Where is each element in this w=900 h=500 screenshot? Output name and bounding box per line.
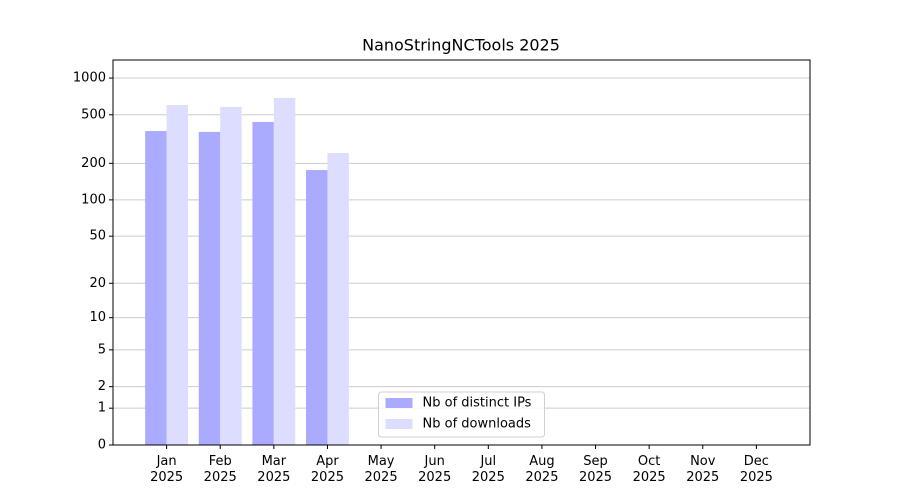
y-tick-label: 20 — [89, 276, 106, 291]
y-tick-label: 1000 — [73, 71, 106, 86]
x-tick-label: Jul 2025 — [472, 454, 505, 485]
x-tick-label: May 2025 — [365, 454, 398, 485]
y-tick-label: 0 — [98, 438, 106, 453]
x-tick-label: Feb 2025 — [204, 454, 237, 485]
bar — [145, 131, 167, 445]
y-tick-label: 500 — [81, 107, 106, 122]
legend: Nb of distinct IPs Nb of downloads — [378, 391, 545, 438]
bar — [273, 97, 296, 446]
x-tick-label: Oct 2025 — [633, 454, 666, 485]
y-tick-label: 1 — [98, 401, 106, 416]
bar — [327, 153, 349, 445]
bar — [198, 131, 221, 445]
x-tick-label: Dec 2025 — [740, 454, 773, 485]
bar — [220, 106, 242, 445]
x-tick-label: Aug 2025 — [525, 454, 558, 485]
x-tick-label: Jan 2025 — [150, 454, 183, 485]
y-tick-label: 10 — [89, 310, 106, 325]
x-tick-label: Jun 2025 — [418, 454, 451, 485]
legend-swatch — [385, 398, 413, 408]
x-tick-label: Sep 2025 — [579, 454, 612, 485]
legend-swatch — [385, 419, 413, 429]
y-tick-label: 2 — [98, 379, 106, 394]
x-tick-label: Apr 2025 — [311, 454, 344, 485]
bar — [252, 121, 274, 446]
legend-label: Nb of downloads — [423, 417, 532, 432]
y-tick-label: 200 — [81, 156, 106, 171]
x-tick-label: Nov 2025 — [686, 454, 719, 485]
legend-box — [378, 391, 545, 438]
y-tick-label: 100 — [81, 192, 106, 207]
bar — [166, 104, 189, 446]
bar — [306, 170, 328, 445]
chart-title: NanoStringNCTools 2025 — [362, 36, 560, 55]
x-tick-label: Mar 2025 — [257, 454, 290, 485]
y-tick-label: 5 — [98, 342, 106, 357]
y-tick-label: 50 — [89, 229, 106, 244]
plot-frame — [112, 59, 811, 446]
legend-label: Nb of distinct IPs — [423, 396, 532, 411]
